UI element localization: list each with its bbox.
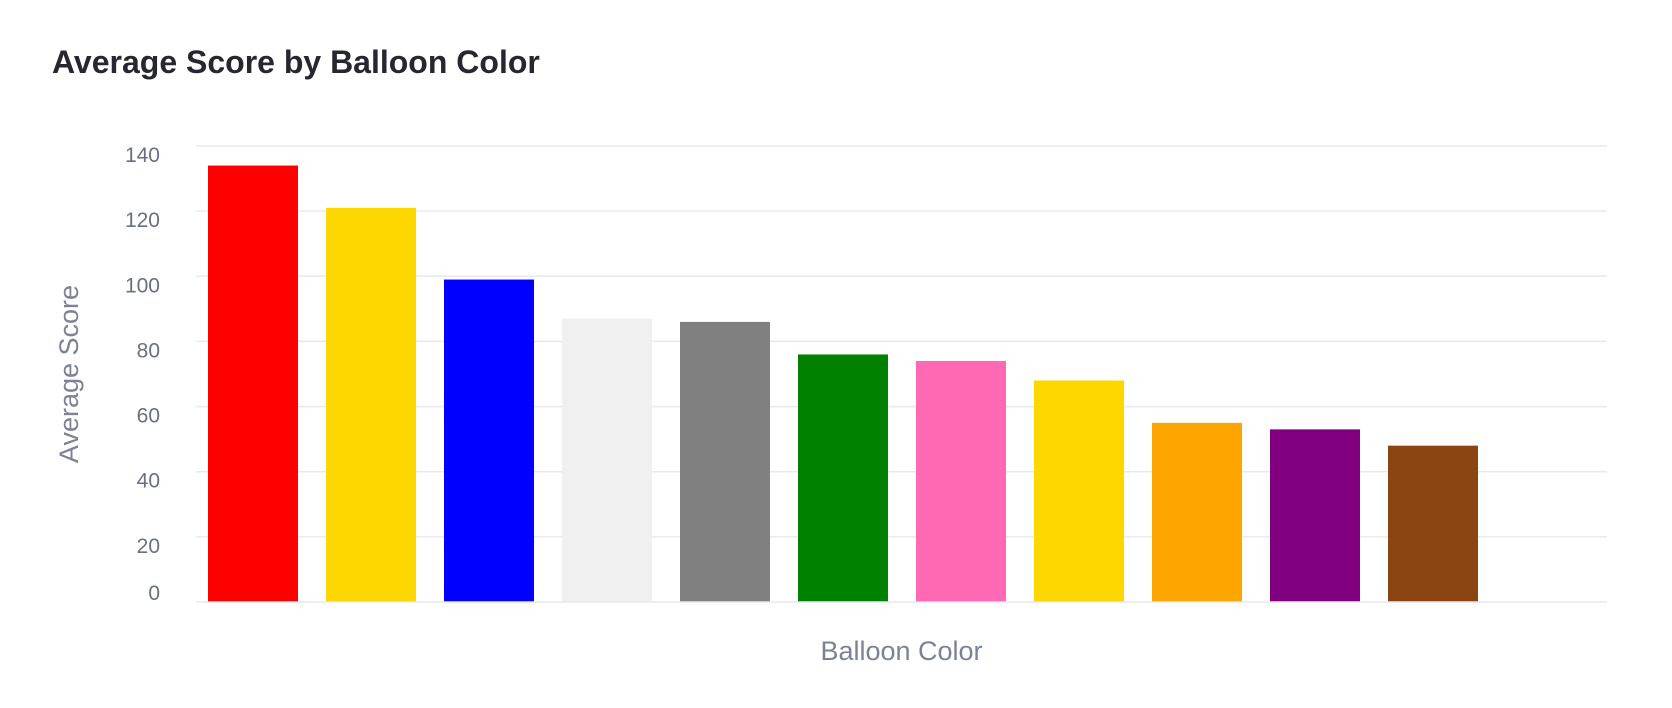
y-tick-label: 20 (137, 535, 160, 558)
bar[interactable] (562, 318, 652, 602)
bar[interactable] (798, 354, 888, 602)
x-axis-title: Balloon Color (820, 636, 982, 666)
bar[interactable] (1152, 422, 1242, 602)
y-axis-ticks: 0 20 40 60 80 100 120 140 (125, 144, 160, 605)
bar[interactable] (326, 207, 416, 602)
bars (208, 165, 1478, 603)
bar[interactable] (916, 360, 1006, 602)
y-tick-label: 60 (137, 405, 160, 428)
gridlines (196, 145, 1607, 538)
bar[interactable] (208, 165, 298, 603)
y-tick-label: 100 (125, 274, 160, 297)
y-axis-title: Average Score (54, 285, 84, 463)
y-tick-label: 80 (137, 339, 160, 362)
y-tick-label: 140 (125, 144, 160, 167)
bar[interactable] (1388, 445, 1478, 602)
bar[interactable] (1270, 429, 1360, 602)
bar[interactable] (680, 321, 770, 602)
bar[interactable] (444, 279, 534, 602)
bar[interactable] (1034, 380, 1124, 602)
chart-title: Average Score by Balloon Color (52, 44, 540, 80)
y-tick-label: 120 (125, 209, 160, 232)
y-tick-label: 40 (137, 470, 160, 493)
y-tick-label: 0 (148, 582, 160, 605)
